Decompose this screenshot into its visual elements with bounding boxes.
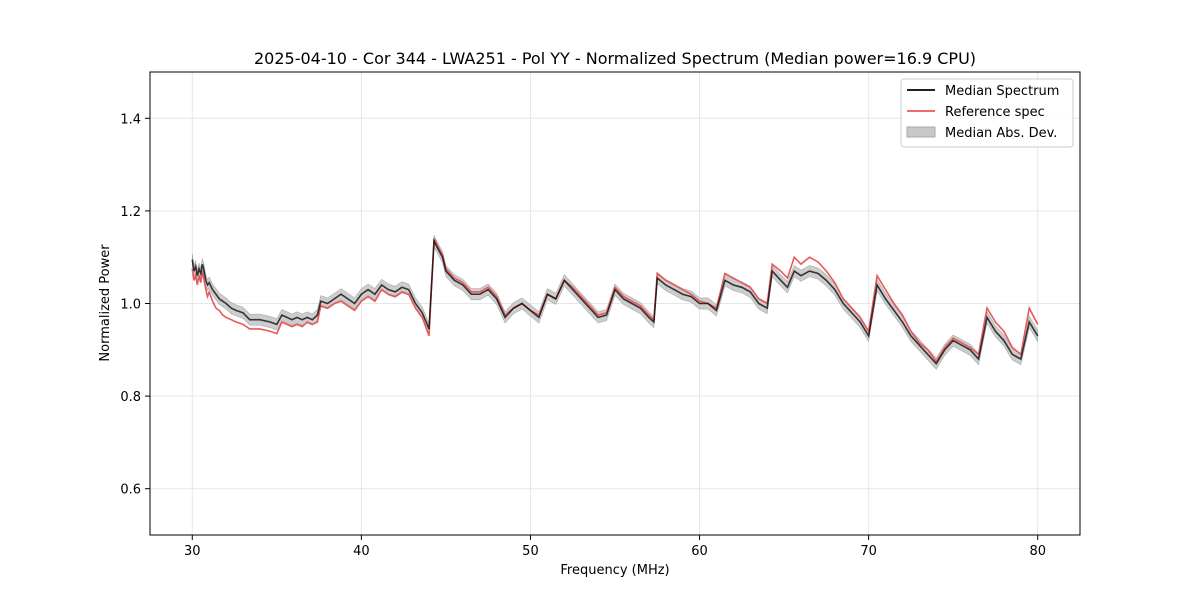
y-tick-label: 1.4 — [120, 112, 141, 127]
series-layer — [191, 237, 1039, 366]
y-axis-label: Normalized Power — [98, 244, 113, 362]
chart-title: 2025-04-10 - Cor 344 - LWA251 - Pol YY -… — [254, 49, 976, 68]
median-spectrum-line — [191, 237, 1039, 366]
legend: Median Spectrum Reference spec Median Ab… — [900, 78, 1074, 148]
x-axis-label: Frequency (MHz) — [560, 563, 669, 578]
y-tick-label: 0.8 — [120, 390, 141, 405]
x-axis: 30 40 50 60 70 80 — [184, 535, 1046, 559]
reference-spec-line — [191, 238, 1039, 363]
y-tick-label: 0.6 — [120, 483, 141, 498]
x-tick-label: 80 — [1029, 544, 1046, 559]
y-axis: 0.6 0.8 1.0 1.2 1.4 — [120, 112, 150, 498]
x-tick-label: 50 — [522, 544, 539, 559]
legend-median-label: Median Spectrum — [945, 84, 1059, 99]
legend-reference-label: Reference spec — [945, 105, 1045, 120]
x-tick-label: 40 — [353, 544, 370, 559]
legend-mad-label: Median Abs. Dev. — [945, 126, 1057, 141]
legend-box — [900, 78, 1074, 148]
x-tick-label: 60 — [691, 544, 708, 559]
x-tick-label: 30 — [184, 544, 201, 559]
y-tick-label: 1.2 — [120, 205, 141, 220]
legend-mad-swatch — [906, 126, 936, 138]
x-tick-label: 70 — [860, 544, 877, 559]
y-tick-label: 1.0 — [120, 298, 141, 313]
